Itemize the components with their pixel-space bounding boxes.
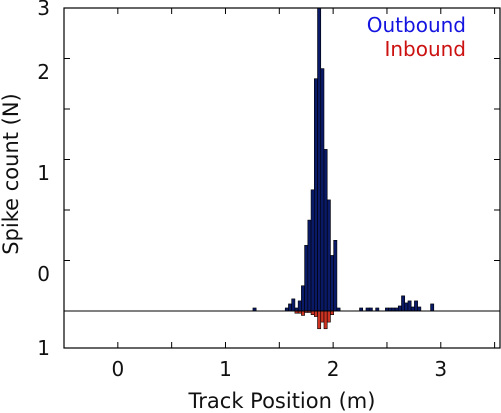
outbound-bar: [430, 303, 435, 312]
legend: Outbound Inbound: [367, 13, 466, 61]
plot-frame: [63, 7, 501, 349]
outbound-bar: [397, 305, 402, 312]
x-axis-label: Track Position (m): [188, 389, 376, 413]
ticks-layer: [63, 7, 500, 349]
y-tick-label: 2: [37, 60, 50, 84]
inbound-bar: [326, 310, 331, 323]
y-tick-label: 1: [37, 336, 50, 360]
inbound-bar: [330, 310, 334, 316]
y-tick-label: 3: [37, 0, 50, 20]
outbound-bar: [304, 245, 309, 312]
outbound-bar: [291, 298, 296, 312]
outbound-bar: [333, 240, 338, 312]
outbound-bar: [307, 219, 312, 312]
x-tick-label: 3: [434, 357, 447, 381]
inbound-bar: [320, 310, 325, 323]
y-axis-label: Spike count (N): [0, 93, 23, 255]
inbound-bar: [313, 310, 318, 317]
inbound-bar: [323, 310, 328, 330]
y-tick-label: 0: [37, 262, 50, 286]
outbound-bar: [330, 255, 334, 312]
x-tick-label: 2: [327, 357, 340, 381]
legend-entry-inbound: Inbound: [384, 37, 466, 61]
outbound-bar: [410, 306, 415, 312]
outbound-bar: [414, 300, 418, 312]
outbound-bar: [288, 303, 292, 312]
y-tick-labels: 3 2 1 0 1: [37, 0, 50, 360]
inbound-bar: [317, 310, 322, 330]
outbound-bar: [323, 149, 328, 312]
y-tick-label: 1: [37, 161, 50, 185]
x-tick-labels: 0 1 2 3: [111, 357, 447, 381]
inbound-bar: [310, 310, 315, 316]
outbound-bar: [417, 306, 422, 312]
outbound-bar: [313, 78, 318, 312]
outbound-bar: [310, 189, 315, 312]
x-tick-label: 0: [111, 357, 124, 381]
plot-area: [64, 8, 500, 348]
outbound-bar: [401, 295, 406, 312]
legend-entry-outbound: Outbound: [367, 13, 466, 37]
x-tick-label: 1: [219, 357, 232, 381]
outbound-bar: [317, 7, 322, 312]
inbound-bar: [301, 310, 305, 316]
outbound-bar: [407, 300, 412, 312]
outbound-bar: [320, 68, 325, 312]
outbound-bar: [301, 285, 305, 312]
outbound-bar: [326, 199, 331, 312]
outbound-bar: [404, 302, 409, 312]
outbound-bar: [297, 300, 302, 312]
